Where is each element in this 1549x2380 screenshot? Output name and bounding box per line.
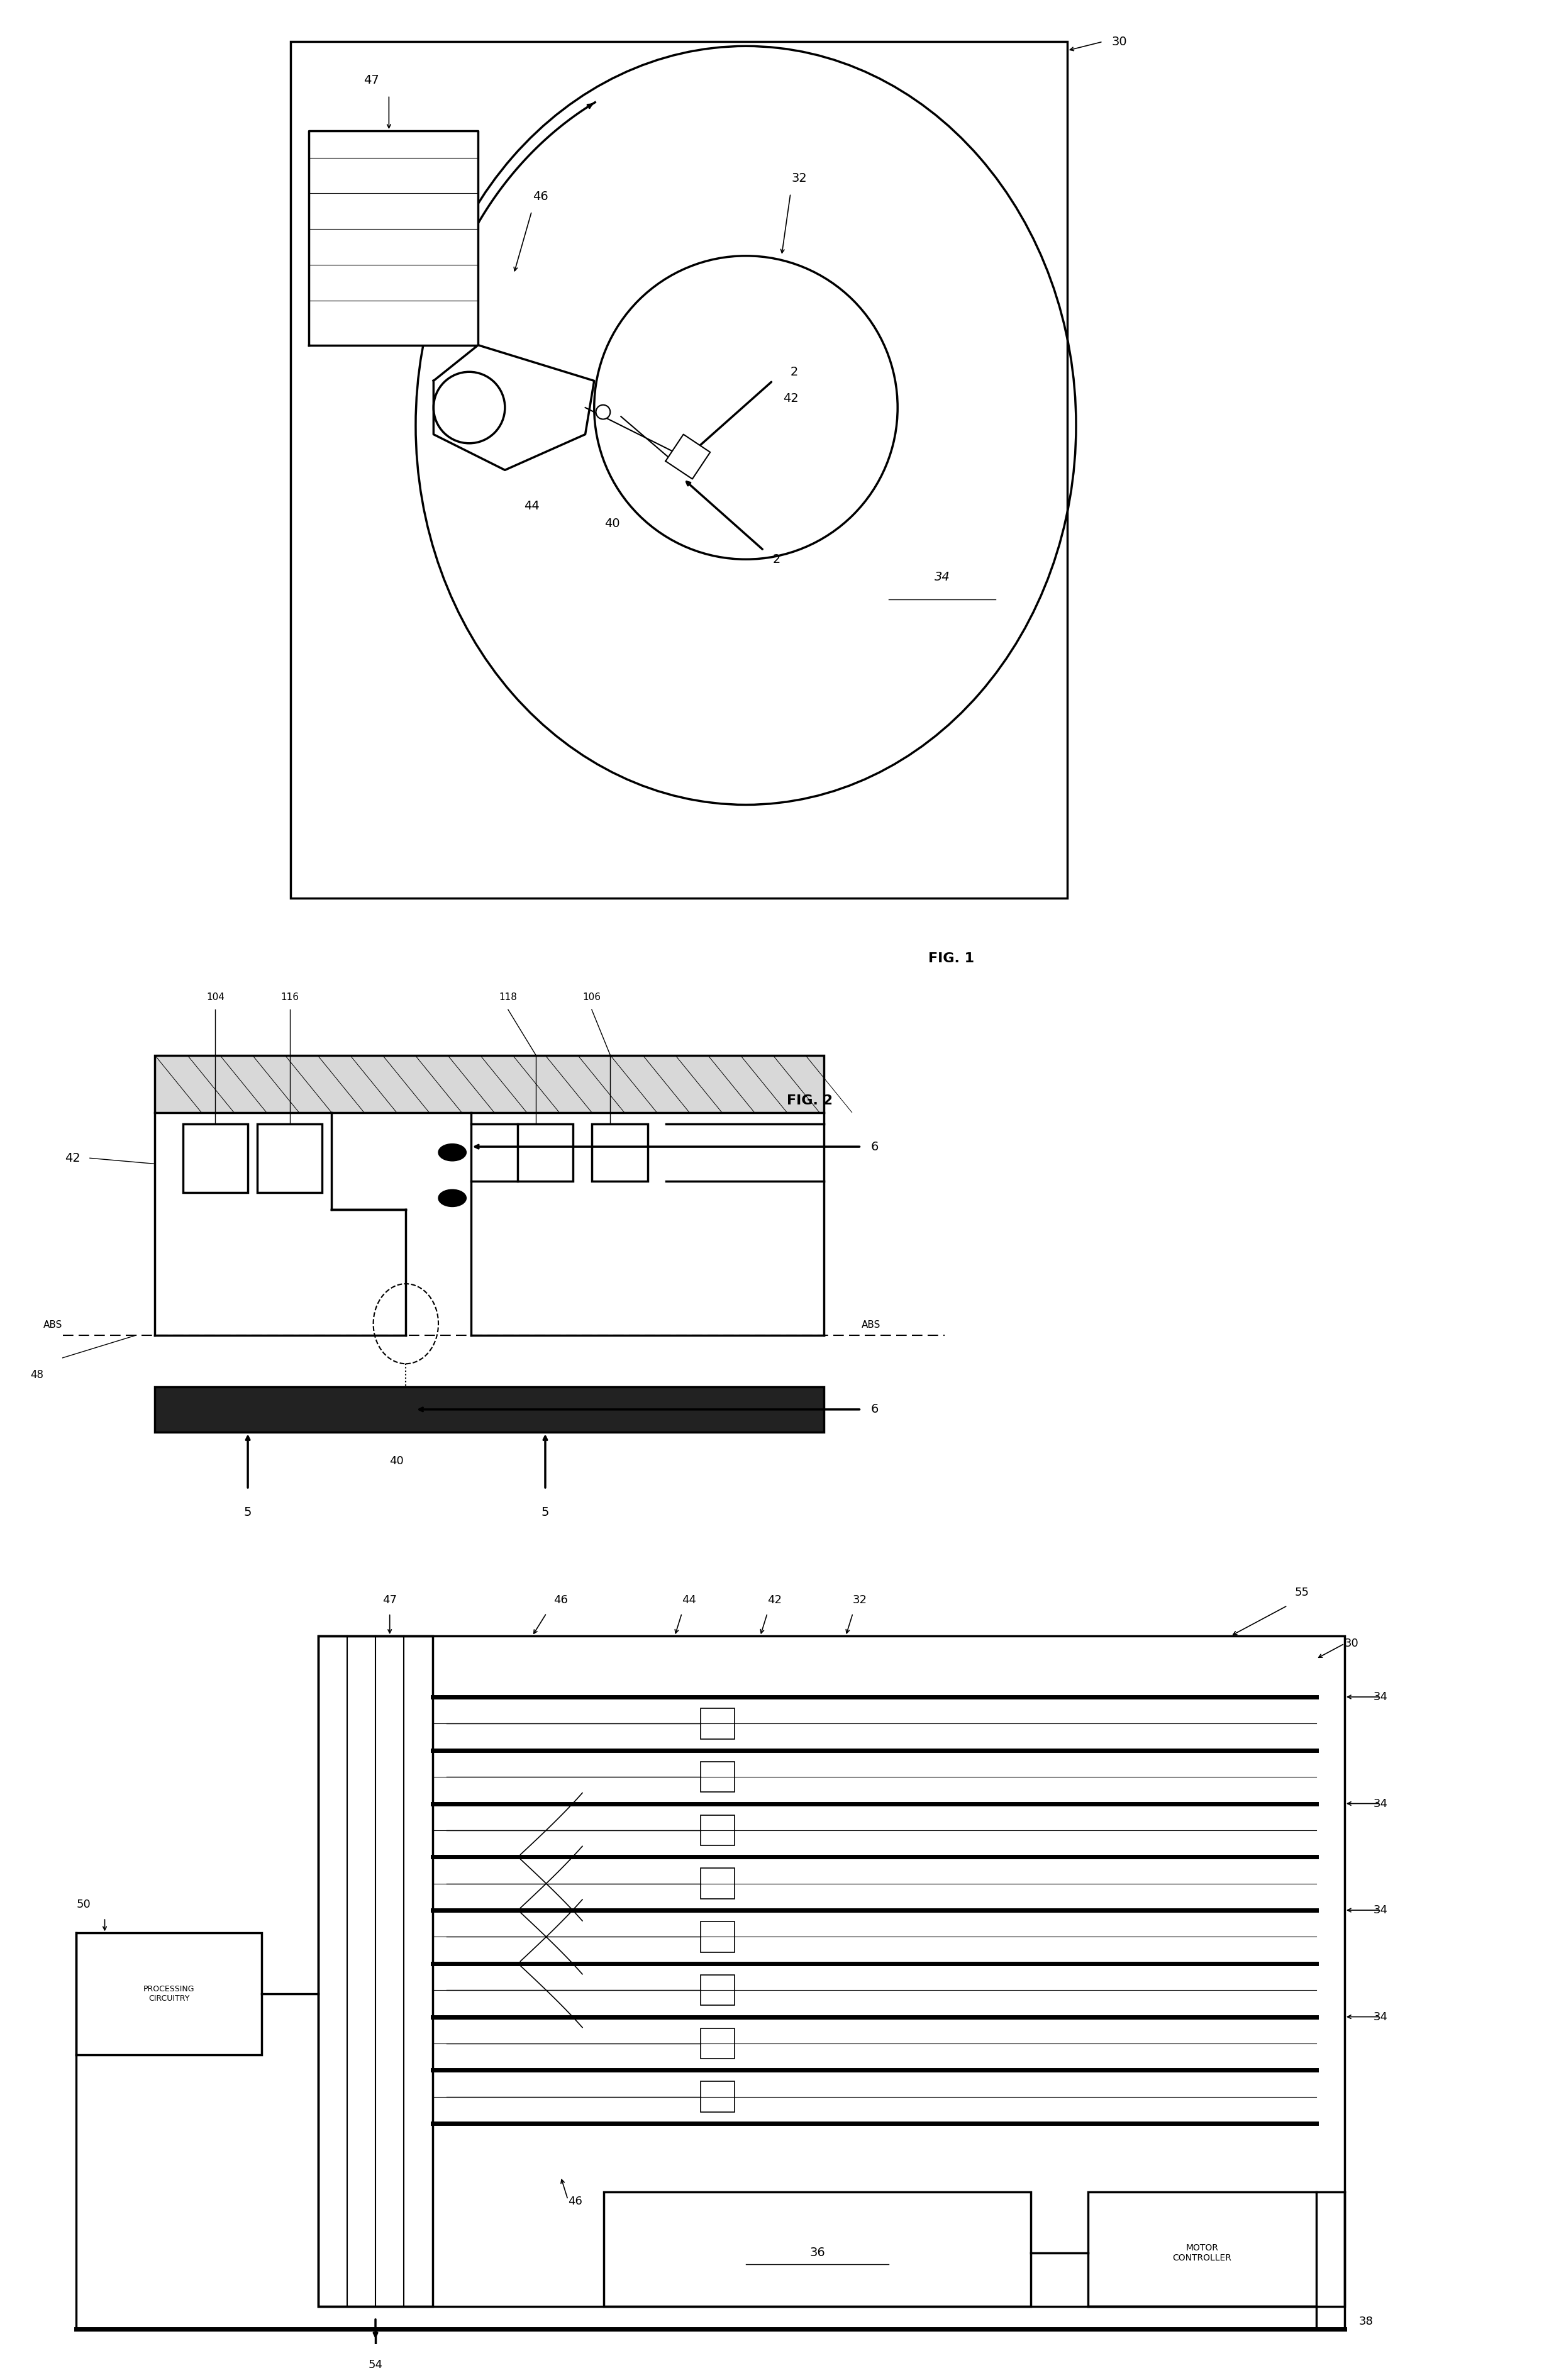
Text: ABS: ABS xyxy=(861,1321,880,1330)
Text: 32: 32 xyxy=(792,171,807,186)
Bar xyxy=(517,1123,573,1180)
Text: 38: 38 xyxy=(1358,2316,1372,2328)
Bar xyxy=(700,1975,734,2006)
Text: FIG. 2: FIG. 2 xyxy=(787,1095,833,1107)
Bar xyxy=(257,1123,322,1192)
Text: 106: 106 xyxy=(582,992,601,1002)
Text: 34: 34 xyxy=(934,571,950,583)
Bar xyxy=(700,2028,734,2059)
Text: 2: 2 xyxy=(790,367,798,378)
Text: 46: 46 xyxy=(553,1595,568,1607)
Bar xyxy=(592,1123,647,1180)
Bar xyxy=(319,1635,1345,2306)
Text: 44: 44 xyxy=(524,500,539,512)
Text: 2: 2 xyxy=(773,552,781,566)
Text: 116: 116 xyxy=(280,992,299,1002)
Bar xyxy=(319,1635,432,2306)
Text: 36: 36 xyxy=(810,2247,826,2259)
Bar xyxy=(700,1709,734,1740)
Text: 46: 46 xyxy=(568,2197,582,2206)
Bar xyxy=(183,1123,248,1192)
Text: 54: 54 xyxy=(369,2359,383,2370)
Bar xyxy=(700,2082,734,2111)
Bar xyxy=(76,1933,262,2054)
Text: PROCESSING
CIRCUITRY: PROCESSING CIRCUITRY xyxy=(143,1985,195,2002)
Text: 6: 6 xyxy=(871,1404,878,1416)
Text: 30: 30 xyxy=(1112,36,1128,48)
Circle shape xyxy=(438,1145,466,1161)
Circle shape xyxy=(438,1190,466,1207)
Text: 30: 30 xyxy=(1345,1637,1358,1649)
Bar xyxy=(1087,2192,1317,2306)
Text: 6: 6 xyxy=(871,1140,878,1152)
Text: 55: 55 xyxy=(1295,1587,1309,1597)
Bar xyxy=(700,1868,734,1899)
Text: 50: 50 xyxy=(76,1899,90,1911)
Polygon shape xyxy=(666,436,709,478)
Text: ABS: ABS xyxy=(43,1321,62,1330)
Text: 104: 104 xyxy=(206,992,225,1002)
Text: 44: 44 xyxy=(682,1595,696,1607)
Text: 32: 32 xyxy=(853,1595,867,1607)
Text: MOTOR
CONTROLLER: MOTOR CONTROLLER xyxy=(1173,2244,1231,2263)
Bar xyxy=(700,1761,734,1792)
Bar xyxy=(700,1921,734,1952)
Circle shape xyxy=(596,405,610,419)
Text: 42: 42 xyxy=(782,393,798,405)
Text: 34: 34 xyxy=(1372,1904,1388,1916)
Bar xyxy=(700,1816,734,1844)
Text: 34: 34 xyxy=(1372,2011,1388,2023)
Text: 40: 40 xyxy=(389,1454,404,1466)
Bar xyxy=(155,1388,824,1433)
Bar xyxy=(155,1054,824,1111)
Bar xyxy=(604,2192,1032,2306)
Polygon shape xyxy=(308,131,479,345)
Text: 47: 47 xyxy=(364,74,380,86)
Text: 34: 34 xyxy=(1372,1692,1388,1702)
Text: 5: 5 xyxy=(243,1507,252,1518)
Text: 46: 46 xyxy=(533,190,548,202)
Polygon shape xyxy=(434,345,595,471)
Text: 118: 118 xyxy=(499,992,517,1002)
Text: 48: 48 xyxy=(29,1368,43,1380)
Text: 42: 42 xyxy=(65,1152,81,1164)
Text: 40: 40 xyxy=(604,516,620,531)
Text: 5: 5 xyxy=(541,1507,550,1518)
Text: 34: 34 xyxy=(1372,1797,1388,1809)
Text: FIG. 1: FIG. 1 xyxy=(928,952,974,964)
Text: 47: 47 xyxy=(383,1595,397,1607)
Bar xyxy=(291,40,1067,897)
Text: 42: 42 xyxy=(767,1595,782,1607)
